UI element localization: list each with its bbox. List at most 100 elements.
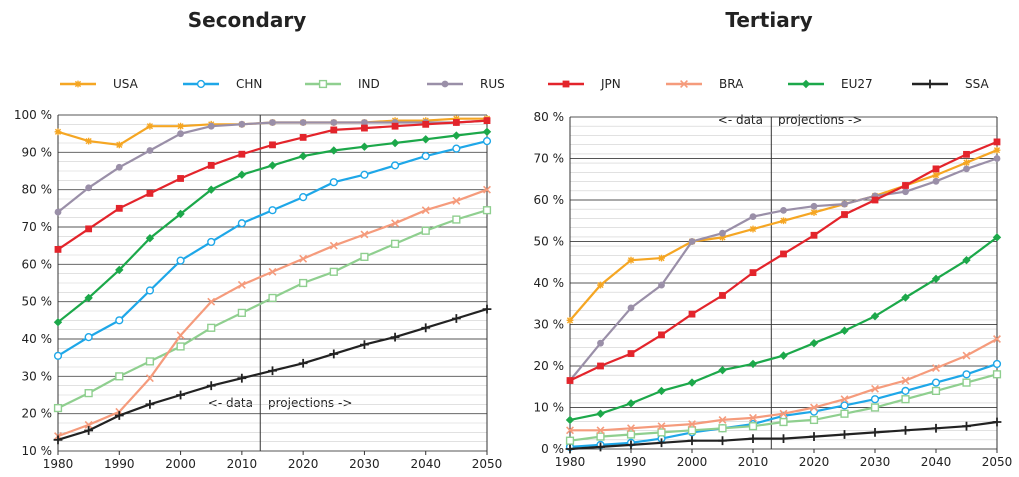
y-tick-label: 30 % (534, 318, 565, 332)
data-point (718, 365, 727, 375)
x-tick-label: 2030 (860, 455, 891, 469)
data-point (810, 231, 818, 239)
data-point (962, 421, 971, 431)
data-point (963, 165, 970, 173)
data-point (841, 200, 848, 208)
legend-marker (680, 80, 688, 88)
data-point (931, 386, 941, 396)
legend-label: IND (358, 77, 380, 91)
data-point (841, 211, 848, 218)
data-point (53, 403, 63, 413)
data-point (870, 312, 880, 321)
series-line (57, 140, 488, 357)
data-point (932, 177, 940, 185)
legend-marker (801, 79, 811, 89)
data-point (566, 377, 574, 384)
data-point (963, 150, 970, 158)
y-tick-label: 90 % (22, 145, 53, 159)
series-usa (566, 146, 1001, 324)
series-chn (53, 137, 492, 360)
data-point (627, 304, 635, 312)
data-point (361, 119, 368, 126)
data-point (596, 432, 605, 441)
data-point (688, 420, 696, 429)
data-point (145, 234, 155, 243)
data-point (299, 278, 308, 288)
data-point (177, 122, 184, 130)
data-point (482, 127, 492, 136)
data-point (749, 413, 757, 422)
x-tick-label: 2010 (738, 455, 769, 469)
data-point (626, 399, 636, 408)
series-eu27 (53, 127, 492, 327)
legend-item-chn: CHN (183, 77, 262, 91)
series-ssa (565, 417, 1002, 454)
data-point (237, 308, 246, 317)
data-point (931, 378, 941, 387)
y-tick-label: 70 % (534, 152, 565, 166)
y-tick-label: 40 % (22, 332, 53, 346)
data-point (176, 390, 185, 400)
data-point (932, 171, 940, 179)
data-point (176, 342, 185, 351)
series-jpn (54, 117, 491, 253)
y-tick-label: 50 % (22, 295, 53, 309)
data-point (566, 316, 574, 324)
annotation-data: <- data (208, 396, 253, 410)
data-point (810, 209, 818, 216)
series-bra (54, 185, 491, 441)
data-point (840, 326, 849, 335)
data-point (658, 331, 665, 339)
data-point (719, 229, 726, 237)
data-point (360, 252, 369, 261)
x-tick-label: 2020 (288, 457, 319, 471)
data-point (390, 239, 400, 248)
data-point (146, 190, 154, 197)
data-point (84, 293, 93, 303)
data-point (391, 219, 400, 228)
data-point (748, 434, 758, 444)
data-point (901, 395, 910, 404)
series-bra (566, 335, 1001, 435)
x-tick-label: 2010 (227, 457, 258, 471)
data-point (902, 182, 909, 189)
data-point (749, 225, 757, 233)
data-point (993, 155, 1001, 162)
data-point (626, 440, 636, 450)
data-point (84, 426, 94, 435)
data-point (809, 432, 819, 441)
legend-label: SSA (965, 77, 989, 91)
data-point (719, 233, 726, 241)
data-point (566, 426, 574, 435)
data-point (421, 323, 431, 333)
legend-label: JPN (600, 77, 621, 91)
data-point (391, 122, 399, 130)
data-point (360, 230, 369, 239)
data-point (269, 119, 276, 126)
data-point (237, 373, 247, 383)
y-tick-label: 20 % (534, 359, 565, 373)
data-point (177, 175, 184, 182)
data-point (779, 417, 788, 427)
data-point (657, 438, 666, 448)
data-point (84, 389, 93, 398)
legend-item-jpn: JPN (548, 77, 621, 91)
data-point (329, 267, 338, 276)
data-point (452, 115, 460, 123)
data-point (299, 254, 308, 263)
data-point (596, 409, 605, 418)
x-tick-label: 2000 (677, 455, 708, 469)
data-point (597, 339, 604, 347)
data-point (145, 374, 154, 383)
data-point (268, 267, 277, 276)
x-tick-label: 1980 (555, 455, 586, 469)
data-point (298, 151, 308, 161)
data-point (962, 378, 971, 387)
data-point (207, 323, 216, 332)
data-point (176, 256, 185, 265)
data-point (482, 137, 492, 146)
data-point (718, 436, 727, 446)
data-point (237, 170, 247, 179)
data-point (870, 395, 880, 404)
data-point (688, 238, 696, 245)
